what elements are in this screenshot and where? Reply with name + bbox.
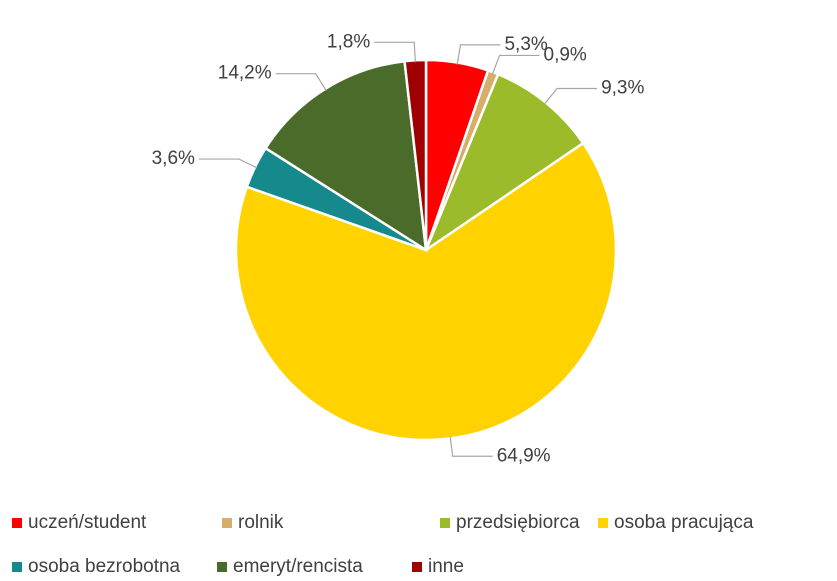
legend-swatch [12,518,22,528]
legend-label: uczeń/student [28,512,147,533]
leader-line [491,54,540,75]
legend-swatch [440,518,450,528]
data-label: 9,3% [601,78,644,99]
data-label: 64,9% [497,445,551,466]
data-label: 5,3% [504,34,547,55]
leader-line [543,87,598,105]
legend-swatch [222,518,232,528]
leader-line [456,44,501,65]
legend-swatch [12,562,22,572]
legend-label: inne [428,556,464,577]
legend-label: osoba pracująca [614,512,754,533]
leader-line [275,73,327,91]
leader-line [374,41,416,63]
data-label: 3,6% [152,148,195,169]
data-label: 14,2% [218,63,272,84]
data-label: 1,8% [327,31,370,52]
legend-label: osoba bezrobotna [28,556,181,577]
leader-line [198,158,258,169]
legend-swatch [412,562,422,572]
leader-line [449,436,493,457]
data-label: 0,9% [544,44,587,65]
legend-swatch [217,562,227,572]
legend-label: rolnik [238,512,284,533]
legend-label: emeryt/rencista [233,556,363,577]
legend-swatch [598,518,608,528]
legend-label: przedsiębiorca [456,512,580,533]
